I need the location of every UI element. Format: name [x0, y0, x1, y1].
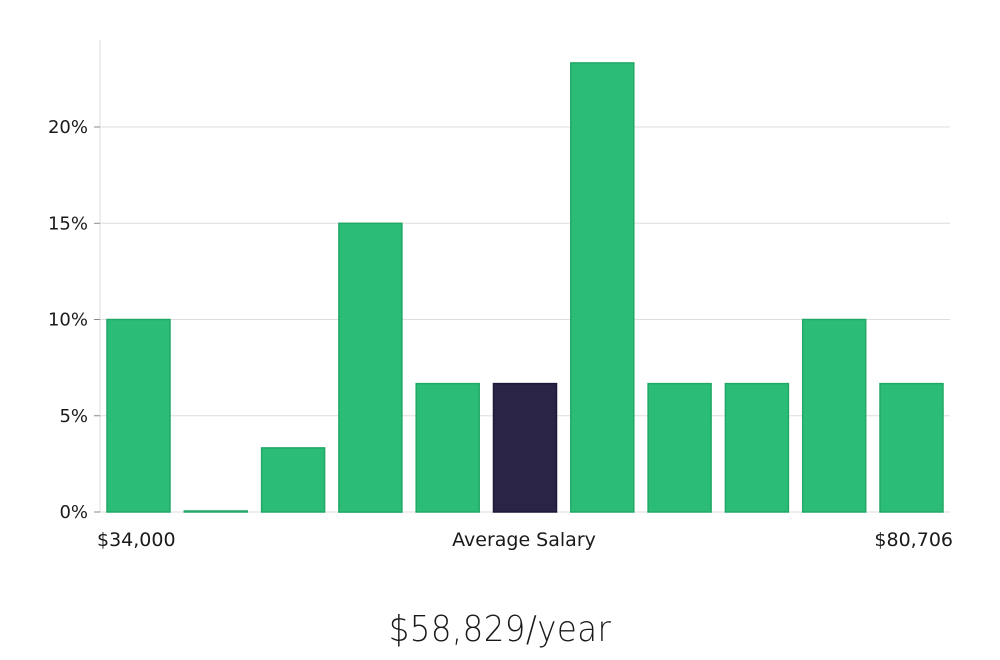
y-tick-label-5: 5%: [59, 406, 88, 427]
x-axis-average-label: Average Salary: [452, 529, 596, 551]
bar-9: [724, 382, 790, 513]
x-axis-min-label: $34,000: [97, 529, 176, 551]
bar-2: [183, 510, 249, 513]
y-tick-label-10: 10%: [48, 310, 88, 331]
bar-11: [879, 382, 944, 513]
salary-histogram: 0% 5% 10% 15% 20%: [48, 40, 950, 523]
bar-10: [801, 318, 867, 513]
bar-highlighted-6: [492, 382, 558, 513]
average-salary-value: $58,829/year: [388, 609, 612, 650]
y-tick-label-0: 0%: [59, 502, 88, 523]
bar-5: [415, 382, 480, 513]
y-tick-label-20: 20%: [48, 117, 88, 138]
bar-3: [260, 447, 326, 513]
bar-8: [647, 382, 712, 513]
bar-7: [570, 62, 635, 513]
bar-1: [106, 318, 171, 513]
bar-4: [338, 222, 403, 513]
y-tick-label-15: 15%: [48, 213, 88, 234]
x-axis-max-label: $80,706: [874, 529, 953, 551]
